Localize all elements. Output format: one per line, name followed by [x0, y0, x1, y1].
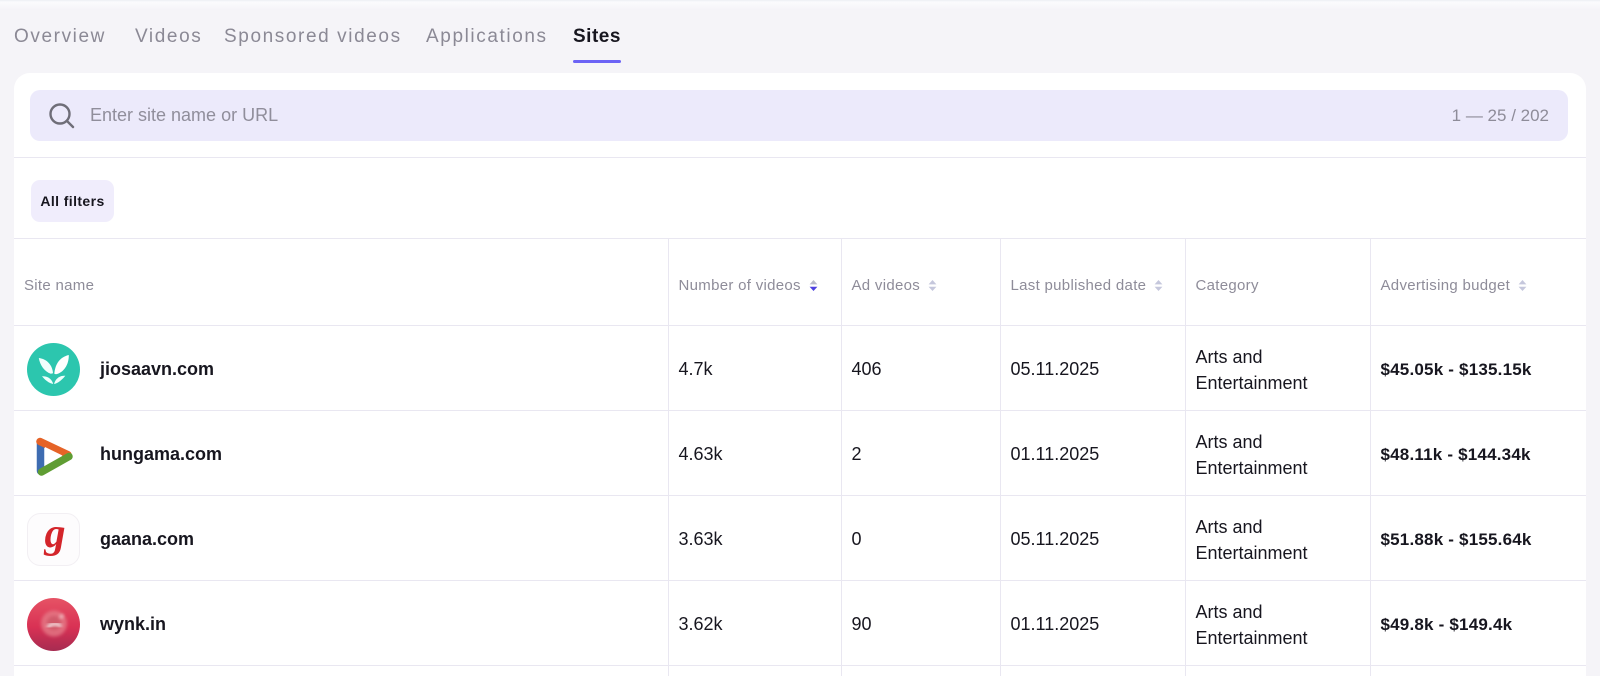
svg-text:g: g: [44, 513, 66, 557]
